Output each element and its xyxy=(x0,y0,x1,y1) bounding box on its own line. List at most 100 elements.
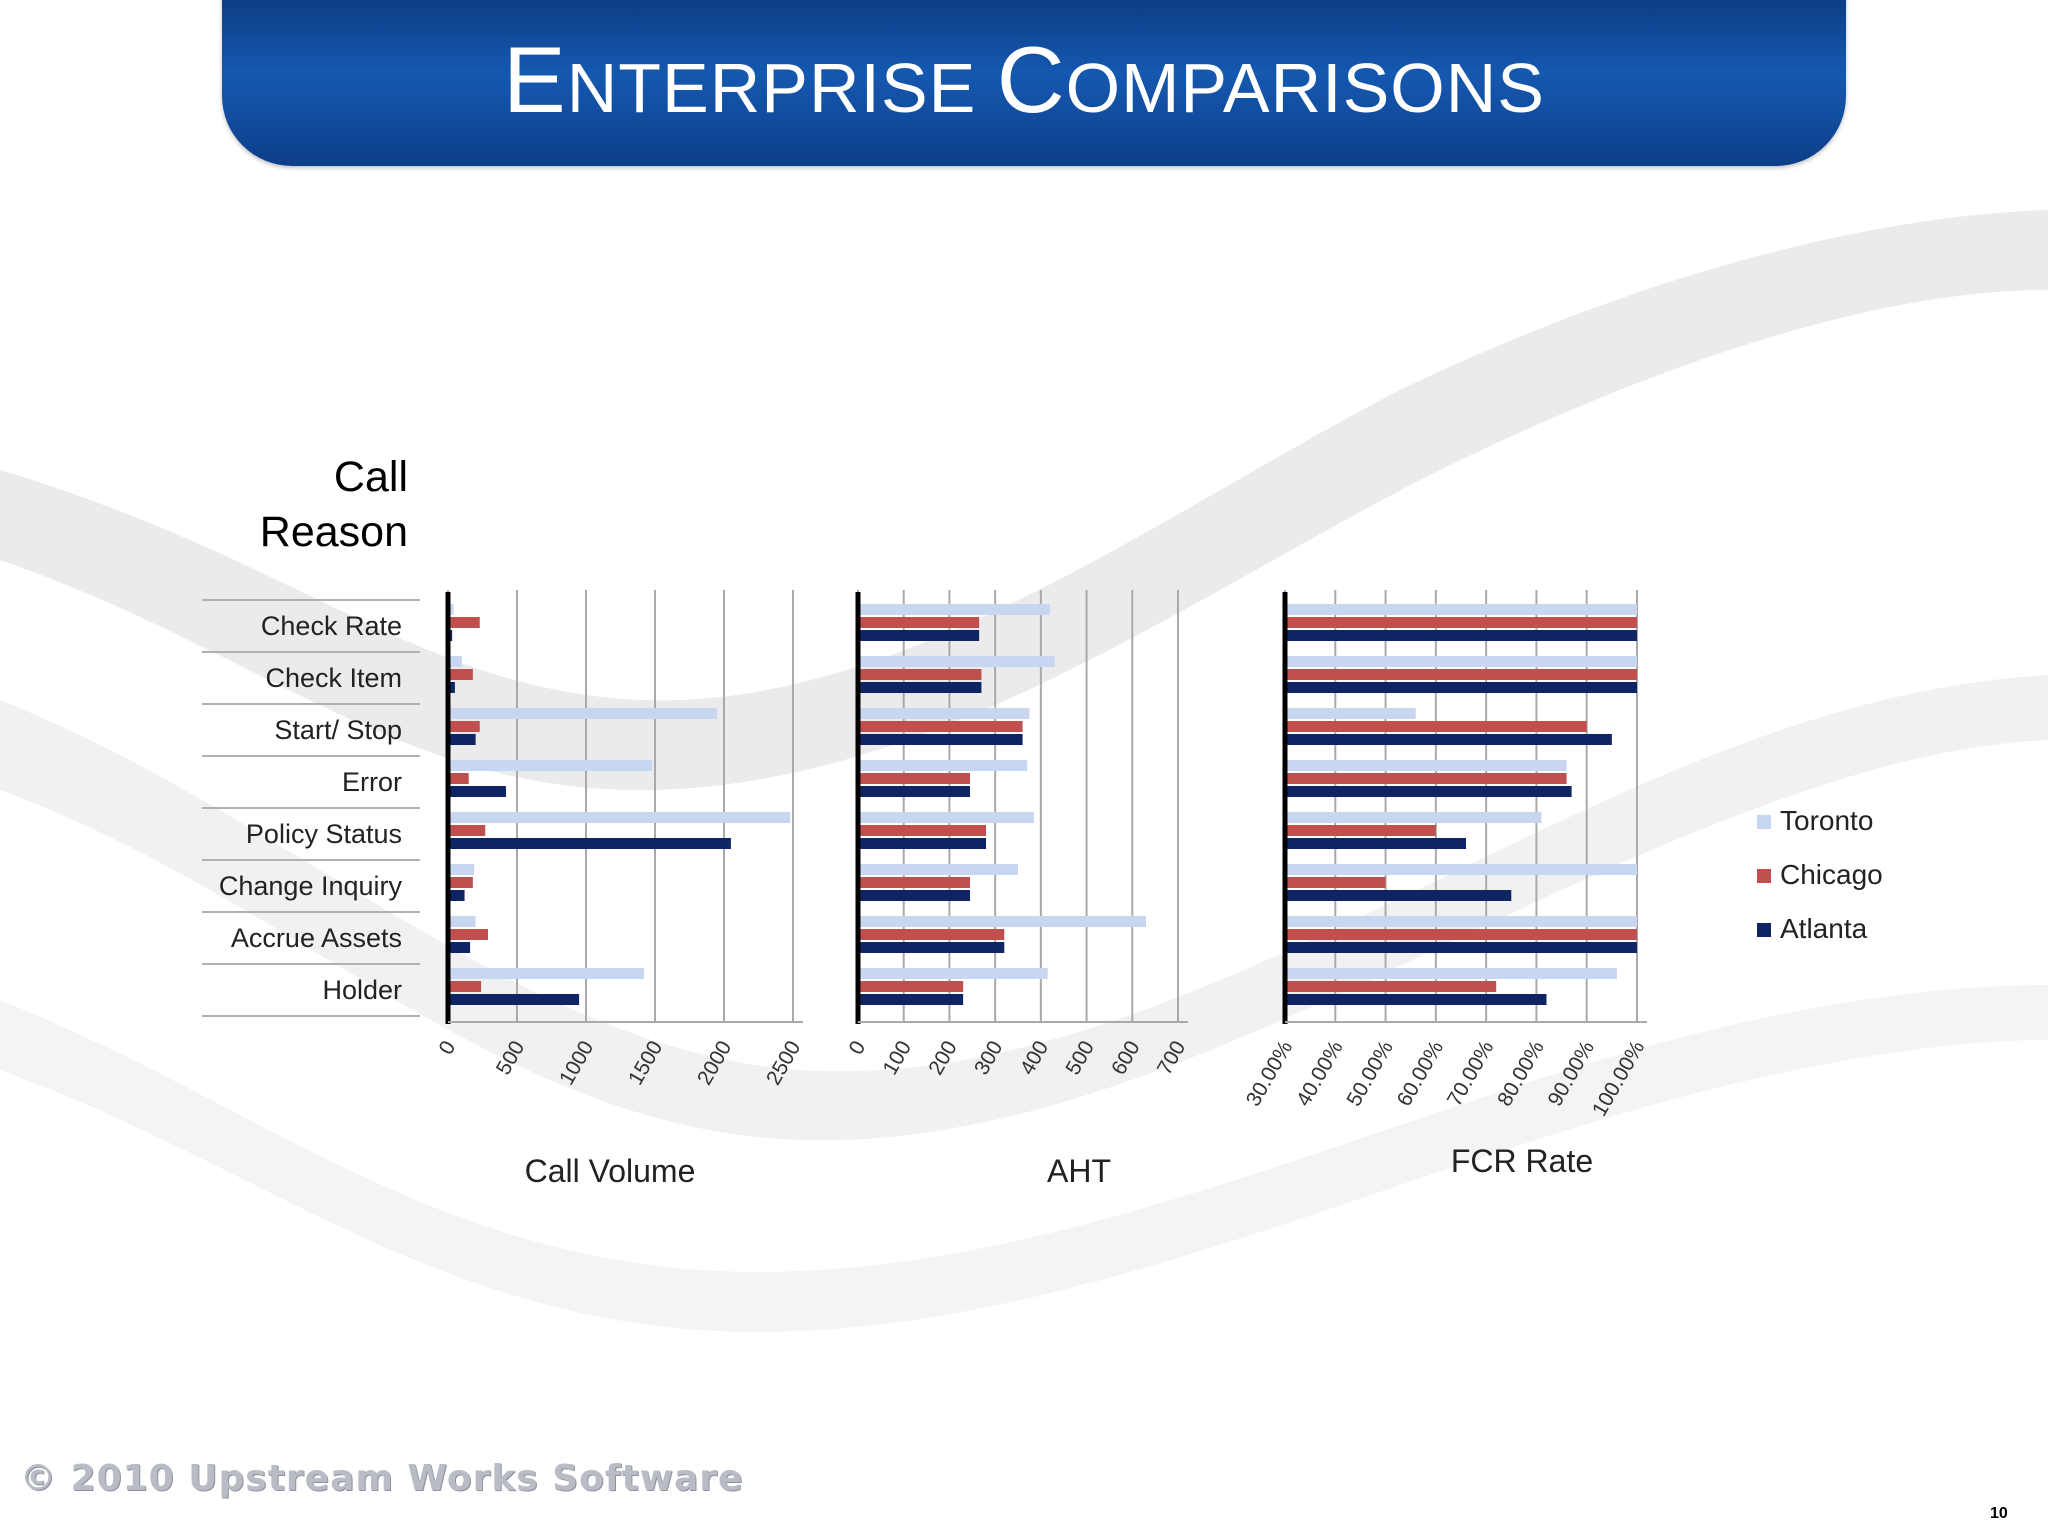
bar-chicago xyxy=(448,669,473,680)
tick-label: 200 xyxy=(924,1037,961,1079)
bar-atlanta xyxy=(858,994,964,1005)
bar-toronto xyxy=(1285,968,1617,979)
bar-atlanta xyxy=(858,942,1005,953)
bar-chicago xyxy=(858,669,982,680)
bar-chicago xyxy=(1285,669,1637,680)
category-header-line2: Reason xyxy=(259,508,408,556)
title-banner xyxy=(222,0,1846,166)
bar-atlanta xyxy=(448,734,476,745)
legend-label: Toronto xyxy=(1780,805,1873,836)
tick-label: 2000 xyxy=(693,1037,736,1089)
bar-chicago xyxy=(858,929,1005,940)
category-label: Check Rate xyxy=(261,611,402,641)
bar-chicago xyxy=(448,877,473,888)
bar-toronto xyxy=(1285,812,1542,823)
bar-atlanta xyxy=(1285,890,1512,901)
bar-atlanta xyxy=(858,682,982,693)
category-label: Change Inquiry xyxy=(219,871,403,901)
bar-chicago xyxy=(858,721,1023,732)
tick-label: 2500 xyxy=(762,1037,805,1089)
bar-chicago xyxy=(1285,981,1497,992)
bar-chicago xyxy=(448,721,480,732)
page-number: 10 xyxy=(1990,1505,2008,1522)
bar-toronto xyxy=(448,812,791,823)
tick-label: 400 xyxy=(1016,1037,1053,1079)
bar-chicago xyxy=(1285,721,1587,732)
tick-label: 1500 xyxy=(624,1037,667,1089)
bar-toronto xyxy=(858,864,1018,875)
bar-atlanta xyxy=(448,890,465,901)
bar-toronto xyxy=(858,656,1055,667)
bar-atlanta xyxy=(448,838,731,849)
bar-chicago xyxy=(448,929,489,940)
bar-toronto xyxy=(858,604,1050,615)
bar-toronto xyxy=(448,864,475,875)
slide-title: ENTERPRISE COMPARISONS xyxy=(503,27,1545,132)
bar-chicago xyxy=(1285,773,1567,784)
axis-title: Call Volume xyxy=(525,1153,696,1189)
bar-chicago xyxy=(858,773,970,784)
bar-chicago xyxy=(1285,617,1637,628)
legend-label: Chicago xyxy=(1780,859,1883,890)
tick-label: 30.00% xyxy=(1242,1037,1298,1110)
bar-toronto xyxy=(448,708,718,719)
bar-toronto xyxy=(448,760,653,771)
tick-label: 1000 xyxy=(555,1037,598,1089)
bar-atlanta xyxy=(858,786,970,797)
bar-atlanta xyxy=(1285,994,1547,1005)
category-label: Holder xyxy=(322,975,402,1005)
tick-label: 70.00% xyxy=(1443,1037,1499,1110)
tick-label: 100 xyxy=(879,1037,916,1079)
bar-toronto xyxy=(1285,760,1567,771)
bar-toronto xyxy=(448,656,462,667)
category-axis-header: Call Reason xyxy=(200,450,408,560)
bar-toronto xyxy=(858,760,1028,771)
legend-swatch-toronto xyxy=(1757,815,1771,829)
bar-chicago xyxy=(1285,825,1436,836)
bar-atlanta xyxy=(1285,942,1637,953)
bar-atlanta xyxy=(448,994,580,1005)
bar-toronto xyxy=(858,916,1146,927)
bar-toronto xyxy=(448,916,476,927)
bar-toronto xyxy=(1285,916,1637,927)
category-header-line1: Call xyxy=(333,453,408,501)
bar-toronto xyxy=(858,812,1034,823)
tick-label: 40.00% xyxy=(1292,1037,1348,1110)
bar-chicago xyxy=(858,981,964,992)
tick-label: 600 xyxy=(1107,1037,1144,1079)
tick-label: 300 xyxy=(970,1037,1007,1079)
tick-label: 90.00% xyxy=(1544,1037,1600,1110)
category-label: Start/ Stop xyxy=(274,715,402,745)
bar-chicago xyxy=(858,617,980,628)
tick-label: 60.00% xyxy=(1393,1037,1449,1110)
tick-label: 500 xyxy=(1061,1037,1098,1079)
bar-chicago xyxy=(858,825,986,836)
tick-label: 50.00% xyxy=(1342,1037,1398,1110)
bar-atlanta xyxy=(448,682,455,693)
footer-copyright: © 2010 Upstream Works Software xyxy=(20,1458,744,1499)
bar-atlanta xyxy=(858,890,970,901)
bar-chicago xyxy=(448,981,482,992)
bar-chicago xyxy=(448,825,486,836)
bar-toronto xyxy=(1285,604,1637,615)
bar-atlanta xyxy=(858,838,986,849)
tick-label: 0 xyxy=(845,1037,871,1059)
bar-atlanta xyxy=(1285,838,1467,849)
bar-toronto xyxy=(448,604,454,615)
legend-swatch-atlanta xyxy=(1757,923,1771,937)
tick-label: 80.00% xyxy=(1493,1037,1549,1110)
bar-atlanta xyxy=(1285,786,1572,797)
category-label: Check Item xyxy=(265,663,402,693)
tick-label: 0 xyxy=(435,1037,461,1059)
category-label: Accrue Assets xyxy=(231,923,402,953)
axis-title: AHT xyxy=(1047,1153,1111,1189)
bar-atlanta xyxy=(448,786,506,797)
bar-toronto xyxy=(858,708,1030,719)
category-label: Error xyxy=(342,767,402,797)
axis-title: FCR Rate xyxy=(1451,1143,1593,1179)
bar-atlanta xyxy=(1285,682,1637,693)
bar-chicago xyxy=(448,617,480,628)
bar-atlanta xyxy=(1285,734,1612,745)
